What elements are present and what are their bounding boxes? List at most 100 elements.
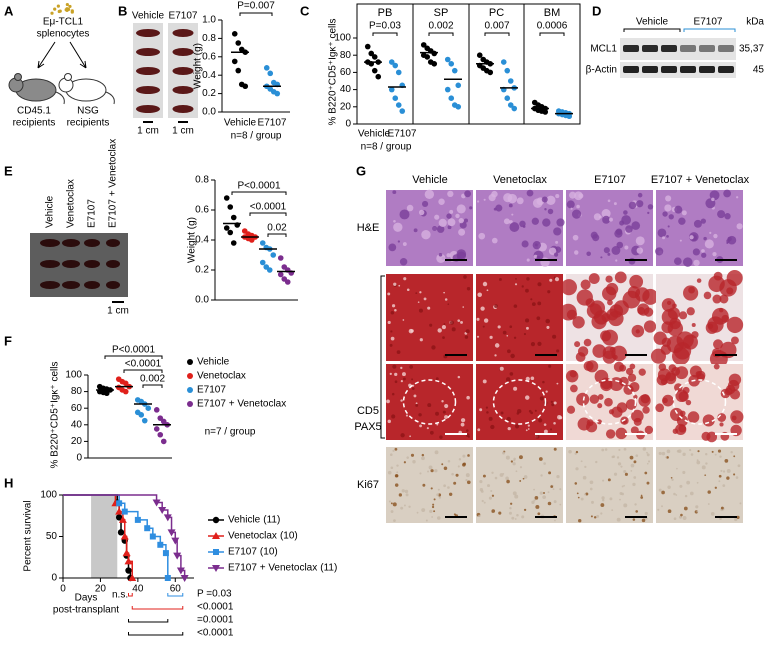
x-tick-label: Vehicle: [358, 129, 391, 140]
tissue-texture: [437, 488, 440, 491]
tissue-texture: [578, 518, 582, 523]
marker: [125, 567, 132, 574]
p-value: P =0.03: [197, 589, 232, 600]
tissue-texture: [731, 336, 739, 345]
data-point: [103, 390, 110, 397]
marker: [213, 549, 219, 555]
tissue-texture: [733, 473, 736, 476]
micrograph: [566, 447, 653, 523]
tissue-texture: [476, 335, 480, 338]
data-point: [231, 58, 238, 65]
cell-dot: [64, 8, 68, 12]
tissue-texture: [463, 218, 468, 223]
tissue-texture: [714, 486, 717, 489]
label: splenocytes: [37, 29, 90, 40]
tissue-texture: [632, 518, 636, 521]
tissue-texture: [457, 375, 461, 379]
tissue-texture: [531, 500, 535, 504]
tissue-texture: [666, 449, 671, 454]
panel-letter: D: [592, 3, 601, 18]
legend-marker: [187, 401, 193, 407]
tissue-texture: [697, 450, 700, 453]
tissue-texture: [605, 429, 616, 439]
marker: [167, 529, 176, 537]
micrograph: [656, 190, 743, 266]
tissue-texture: [388, 500, 391, 503]
tissue-texture: [526, 277, 530, 281]
tissue-texture: [412, 460, 416, 464]
tissue-texture: [671, 478, 674, 481]
tissue-texture: [533, 254, 538, 259]
tissue-texture: [506, 334, 509, 337]
tissue-texture: [592, 234, 600, 242]
data-point: [157, 415, 164, 421]
tissue-texture: [457, 319, 461, 322]
bracket: [231, 191, 287, 195]
tissue-texture: [478, 232, 486, 240]
tissue-texture: [449, 320, 455, 325]
tissue-texture: [554, 519, 556, 522]
tissue-texture: [633, 460, 637, 464]
note: n=7 / group: [205, 427, 256, 438]
tissue-texture: [418, 308, 423, 313]
tissue-texture: [580, 460, 583, 463]
data-point: [504, 67, 511, 74]
tissue-texture: [676, 331, 694, 349]
bracket: [128, 632, 184, 636]
tissue-texture: [621, 492, 624, 496]
outline: [492, 379, 547, 425]
tissue-texture: [391, 304, 396, 308]
tissue-texture: [442, 410, 446, 414]
tissue-texture: [406, 288, 410, 292]
tissue-texture: [502, 330, 507, 335]
label: MCL1: [590, 44, 617, 55]
marker: [152, 499, 161, 507]
data-point: [504, 95, 511, 101]
legend-count: (10): [260, 547, 278, 558]
tissue-texture: [597, 403, 603, 409]
tissue-texture: [476, 317, 480, 321]
tissue-texture: [661, 451, 666, 456]
p-value: <0.0001: [197, 602, 234, 613]
spleen: [40, 239, 60, 247]
tissue-texture: [513, 386, 518, 391]
spleen: [136, 48, 160, 56]
tissue-texture: [458, 458, 462, 461]
tissue-texture: [625, 399, 637, 410]
x-tick-label: 0: [60, 584, 66, 595]
tissue-texture: [726, 241, 729, 245]
tissue-texture: [469, 206, 473, 210]
data-point: [266, 267, 273, 273]
marker: [164, 575, 171, 581]
tissue-texture: [434, 214, 440, 220]
y-tick-label: 80: [340, 50, 352, 61]
tissue-texture: [687, 411, 700, 423]
tissue-texture: [647, 204, 654, 210]
band: [680, 45, 696, 52]
outline: [672, 379, 727, 425]
tissue-texture: [595, 460, 598, 464]
tissue-texture: [458, 228, 466, 236]
tissue-texture: [516, 514, 519, 517]
tissue-texture: [447, 303, 450, 306]
tissue-texture: [400, 399, 403, 402]
tissue-texture: [666, 235, 669, 238]
tissue-texture: [545, 318, 550, 324]
tissue-texture: [403, 277, 407, 281]
tissue-texture: [667, 485, 671, 489]
tissue-texture: [419, 424, 422, 428]
tissue-texture: [403, 504, 406, 507]
tissue-texture: [627, 373, 637, 382]
data-point: [153, 426, 160, 432]
tissue-texture: [726, 269, 743, 287]
tissue-texture: [720, 506, 724, 510]
tissue-texture: [735, 476, 739, 479]
tissue-texture: [566, 200, 575, 209]
tissue-texture: [577, 346, 589, 357]
tissue-texture: [391, 392, 395, 396]
label: NSG: [77, 106, 99, 117]
marker: [118, 515, 127, 523]
tissue-texture: [642, 406, 650, 414]
marker: [115, 507, 124, 515]
